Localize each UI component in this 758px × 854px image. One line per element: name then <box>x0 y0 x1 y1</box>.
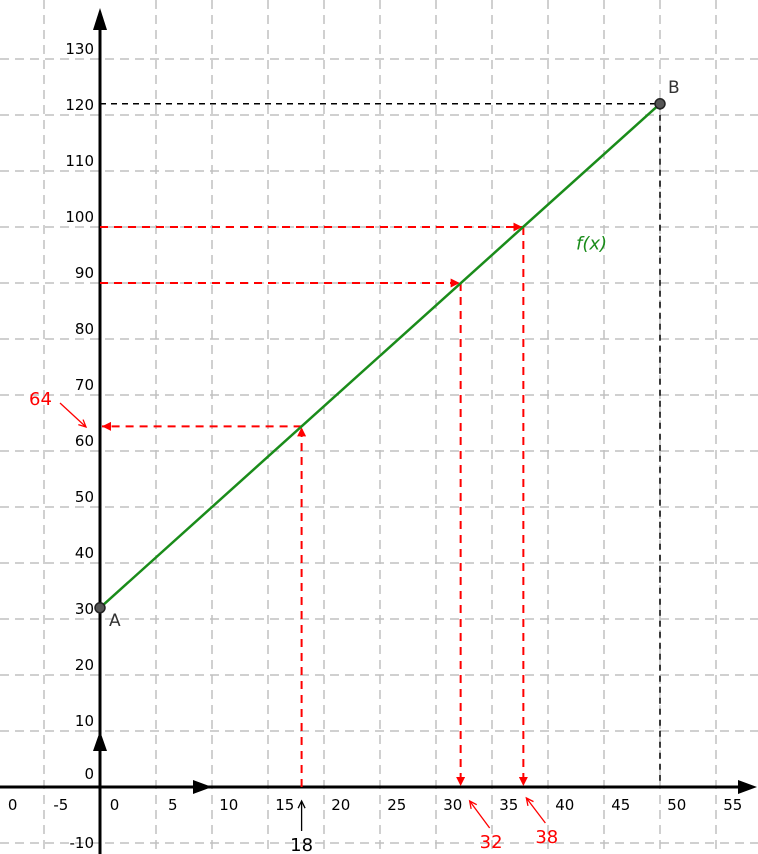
x-axis-tick-labels: 0 -5 0 5 10 15 20 25 30 35 40 45 50 55 <box>8 796 742 814</box>
y-axis-arrowhead <box>93 8 107 30</box>
x-tick-label: -5 <box>53 796 68 814</box>
x-tick-label: 10 <box>219 796 238 814</box>
point-label-b: B <box>668 78 680 98</box>
y-axis-unit-arrowhead <box>93 731 107 751</box>
annotations: 18 64 32 38 <box>29 389 558 854</box>
y-tick-label: 10 <box>75 712 94 730</box>
y-tick-label: 120 <box>65 96 94 114</box>
annotation-pointer-18 <box>297 799 306 831</box>
annotation-pointer-32-shaft <box>469 800 491 829</box>
annotation-pointer-64 <box>59 402 88 429</box>
y-tick-label: 40 <box>75 544 94 562</box>
annotation-pointer-32-head <box>468 799 478 809</box>
y-tick-label: 90 <box>75 264 94 282</box>
point-label-a: A <box>109 611 121 631</box>
x-tick-label: 25 <box>387 796 406 814</box>
x-tick-label: 0 <box>110 796 120 814</box>
x-tick-label: 40 <box>555 796 574 814</box>
x-tick-label: 5 <box>168 796 178 814</box>
x-tick-label: 20 <box>331 796 350 814</box>
y-tick-label: 50 <box>75 488 94 506</box>
point-a <box>94 602 106 614</box>
x-tick-label: 15 <box>275 796 294 814</box>
x-tick-label: 45 <box>611 796 630 814</box>
x-tick-label: 30 <box>443 796 462 814</box>
annotation-label-64: 64 <box>29 389 52 410</box>
annotation-pointer-38-shaft <box>525 797 546 824</box>
y-tick-label: 110 <box>65 152 94 170</box>
annotation-label-38: 38 <box>535 827 558 848</box>
annotation-label-32: 32 <box>480 832 503 853</box>
annotation-pointer-64-shaft <box>59 402 87 428</box>
x-tick-label: 55 <box>723 796 742 814</box>
y-tick-label: -10 <box>70 834 95 852</box>
point-guides <box>100 103 661 787</box>
y-tick-label: 0 <box>84 765 94 783</box>
x-axis-arrowhead <box>738 780 757 794</box>
x-tick-label: 0 <box>8 796 18 814</box>
series: f(x) <box>99 102 661 609</box>
annotation-pointer-18-head <box>297 799 306 809</box>
series-line-f-x <box>99 102 661 609</box>
y-tick-label: 30 <box>75 600 94 618</box>
y-tick-label: 100 <box>65 208 94 226</box>
axes <box>0 8 757 854</box>
point-b <box>654 98 666 110</box>
y-tick-label: 80 <box>75 320 94 338</box>
annotation-pointer-38-head <box>525 796 534 806</box>
annotation-label-18: 18 <box>290 835 313 854</box>
x-axis-unit-arrowhead <box>193 780 212 794</box>
x-tick-label: 50 <box>667 796 686 814</box>
annotation-pointer-38 <box>525 796 546 824</box>
y-tick-label: 60 <box>75 432 94 450</box>
annotation-pointer-64-head <box>78 419 88 429</box>
construction-arrows <box>100 222 528 787</box>
y-tick-label: 70 <box>75 376 94 394</box>
x-tick-label: 35 <box>499 796 518 814</box>
y-axis-tick-labels: 0 10 20 30 40 50 60 70 80 90 100 110 120 130 -10 <box>65 40 94 852</box>
series-label-f-x: f(x) <box>576 233 607 254</box>
y-tick-label: 20 <box>75 656 94 674</box>
annotation-pointer-32 <box>468 799 491 829</box>
points: AB <box>94 78 680 631</box>
y-tick-label: 130 <box>65 40 94 58</box>
